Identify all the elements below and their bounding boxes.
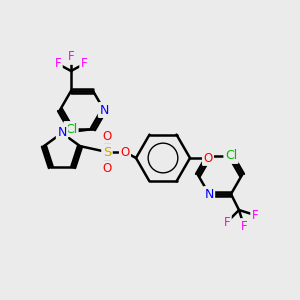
Text: F: F xyxy=(55,57,61,70)
Text: F: F xyxy=(81,57,87,70)
Text: N: N xyxy=(204,188,214,201)
Text: F: F xyxy=(224,216,230,229)
Text: Cl: Cl xyxy=(225,149,237,162)
Text: F: F xyxy=(241,220,247,232)
Text: O: O xyxy=(203,152,213,164)
Text: N: N xyxy=(57,127,67,140)
Text: F: F xyxy=(68,50,74,63)
Text: O: O xyxy=(102,130,112,142)
Text: F: F xyxy=(252,208,258,222)
Text: O: O xyxy=(102,161,112,175)
Text: N: N xyxy=(99,103,109,116)
Text: S: S xyxy=(103,146,111,158)
Text: O: O xyxy=(120,146,130,158)
Text: Cl: Cl xyxy=(65,123,77,136)
